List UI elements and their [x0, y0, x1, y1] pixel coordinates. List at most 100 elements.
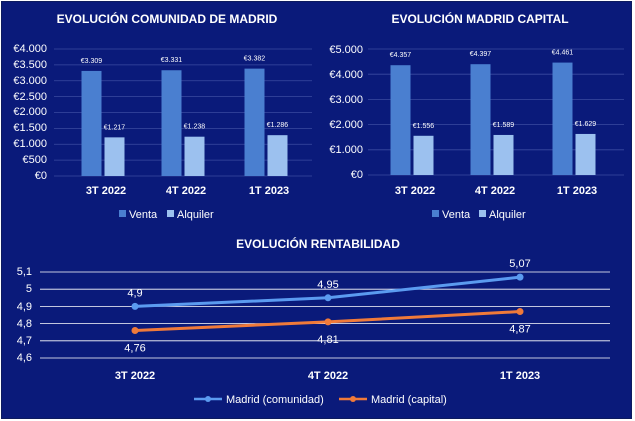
legend-marker-comunidad — [205, 396, 211, 402]
y-tick: 5 — [26, 283, 32, 295]
chart-comunidad-legend: Venta Alquiler — [119, 209, 214, 221]
bar-venta-3t-2022 — [81, 70, 102, 176]
y-tick: 4,7 — [17, 335, 32, 347]
chart-capital-y-axis: €5.000 €4.000 €3.000 €2.000 €1.000 €0 — [329, 44, 363, 181]
point-label: 4,9 — [127, 287, 142, 299]
bar-venta-3t-2022 — [390, 65, 411, 175]
y-tick: €500 — [23, 154, 47, 166]
chart-comunidad-bar-labels: €3.309 €3.331 €3.382 €1.217 €1.238 €1.28… — [81, 56, 289, 132]
y-tick: €1.000 — [13, 138, 47, 150]
chart-rentabilidad-legend: Madrid (comunidad) Madrid (capital) — [194, 394, 447, 406]
chart-capital-x-axis: 3T 2022 4T 2022 1T 2023 — [395, 185, 597, 197]
bar-label: €4.357 — [390, 52, 412, 59]
point-label: 4,87 — [509, 324, 530, 336]
y-tick: €4.000 — [13, 43, 47, 55]
point-label: 4,76 — [124, 342, 145, 354]
chart-comunidad-bars — [81, 68, 288, 176]
x-tick: 3T 2022 — [115, 370, 155, 382]
y-tick: 5,1 — [17, 266, 32, 278]
chart-comunidad: EVOLUCIÓN COMUNIDAD DE MADRID €4.000 €3.… — [13, 11, 312, 221]
chart-rentabilidad-x-axis: 3T 2022 4T 2022 1T 2023 — [115, 370, 540, 382]
bar-alquiler-4t-2022 — [493, 134, 514, 175]
bar-label: €1.286 — [267, 122, 289, 129]
point-label: 5,07 — [509, 258, 530, 270]
chart-comunidad-title: EVOLUCIÓN COMUNIDAD DE MADRID — [57, 11, 278, 26]
y-tick: €5.000 — [329, 44, 363, 56]
y-tick: €0 — [35, 170, 47, 182]
chart-capital-title: EVOLUCIÓN MADRID CAPITAL — [391, 11, 568, 26]
legend-label: Alquiler — [489, 209, 526, 221]
bar-label: €1.589 — [493, 122, 515, 129]
y-tick: €0 — [351, 169, 363, 181]
legend-label: Alquiler — [177, 209, 214, 221]
y-tick: €2.000 — [329, 119, 363, 131]
bar-alquiler-1t-2023 — [575, 133, 596, 175]
chart-comunidad-y-axis: €4.000 €3.500 €3.000 €2.500 €2.000 €1.50… — [13, 43, 47, 182]
bar-label: €3.382 — [244, 56, 266, 63]
bar-label: €1.556 — [413, 123, 435, 130]
bar-label: €1.238 — [184, 124, 206, 131]
bar-venta-1t-2023 — [552, 62, 573, 175]
y-tick: €3.000 — [329, 94, 363, 106]
x-tick: 4T 2022 — [308, 370, 348, 382]
point-marker — [516, 273, 524, 281]
bar-venta-1t-2023 — [244, 68, 265, 176]
legend-swatch-venta — [432, 210, 439, 217]
bar-venta-4t-2022 — [161, 70, 182, 176]
x-tick: 3T 2022 — [86, 185, 126, 197]
bar-label: €3.309 — [81, 58, 103, 65]
y-tick: €3.000 — [13, 75, 47, 87]
bar-label: €1.629 — [575, 121, 597, 128]
point-marker — [131, 302, 139, 310]
bar-label: €1.217 — [104, 124, 126, 131]
point-marker — [516, 308, 524, 316]
point-marker — [324, 294, 332, 302]
y-tick: 4,8 — [17, 318, 32, 330]
legend-swatch-alquiler — [479, 210, 486, 217]
y-tick: €2.500 — [13, 91, 47, 103]
point-marker — [131, 326, 139, 334]
x-tick: 1T 2023 — [249, 185, 289, 197]
legend-label: Madrid (comunidad) — [226, 394, 324, 406]
bar-label: €3.331 — [161, 57, 183, 64]
point-label: 4,81 — [317, 334, 338, 346]
bar-label: €4.461 — [552, 50, 574, 57]
y-tick: €3.500 — [13, 59, 47, 71]
point-label: 4,95 — [317, 279, 338, 291]
legend-swatch-alquiler — [167, 210, 174, 217]
legend-swatch-venta — [119, 210, 126, 217]
legend-label: Venta — [442, 209, 471, 221]
y-tick: €4.000 — [329, 69, 363, 81]
legend-marker-capital — [350, 396, 356, 402]
y-tick: €1.500 — [13, 122, 47, 134]
x-tick: 1T 2023 — [500, 370, 540, 382]
y-tick: €2.000 — [13, 106, 47, 118]
x-tick: 4T 2022 — [475, 185, 515, 197]
chart-rentabilidad-point-labels: 4,9 4,95 5,07 4,76 4,81 4,87 — [124, 258, 530, 354]
legend-label: Madrid (capital) — [371, 394, 447, 406]
chart-rentabilidad: EVOLUCIÓN RENTABILIDAD 5,1 5 4,9 4,8 4,7… — [17, 236, 610, 406]
chart-capital: EVOLUCIÓN MADRID CAPITAL €5.000 €4.000 €… — [329, 11, 624, 221]
chart-capital-bars — [390, 62, 596, 175]
x-tick: 1T 2023 — [557, 185, 597, 197]
x-tick: 3T 2022 — [395, 185, 435, 197]
point-marker — [324, 318, 332, 326]
chart-comunidad-x-axis: 3T 2022 4T 2022 1T 2023 — [86, 185, 289, 197]
chart-capital-legend: Venta Alquiler — [432, 209, 526, 221]
bar-alquiler-1t-2023 — [267, 135, 288, 176]
chart-rentabilidad-y-axis: 5,1 5 4,9 4,8 4,7 4,6 — [17, 266, 32, 364]
bar-venta-4t-2022 — [470, 64, 491, 175]
chart-rentabilidad-title: EVOLUCIÓN RENTABILIDAD — [236, 236, 400, 251]
y-tick: 4,9 — [17, 301, 32, 313]
bar-alquiler-3t-2022 — [413, 135, 434, 175]
y-tick: 4,6 — [17, 352, 32, 364]
bar-label: €4.397 — [470, 51, 492, 58]
legend-label: Venta — [129, 209, 158, 221]
bar-alquiler-4t-2022 — [184, 136, 205, 176]
chart-rentabilidad-series — [131, 273, 524, 334]
x-tick: 4T 2022 — [166, 185, 206, 197]
bar-alquiler-3t-2022 — [104, 137, 125, 176]
chart-capital-bar-labels: €4.357 €4.397 €4.461 €1.556 €1.589 €1.62… — [390, 50, 597, 130]
